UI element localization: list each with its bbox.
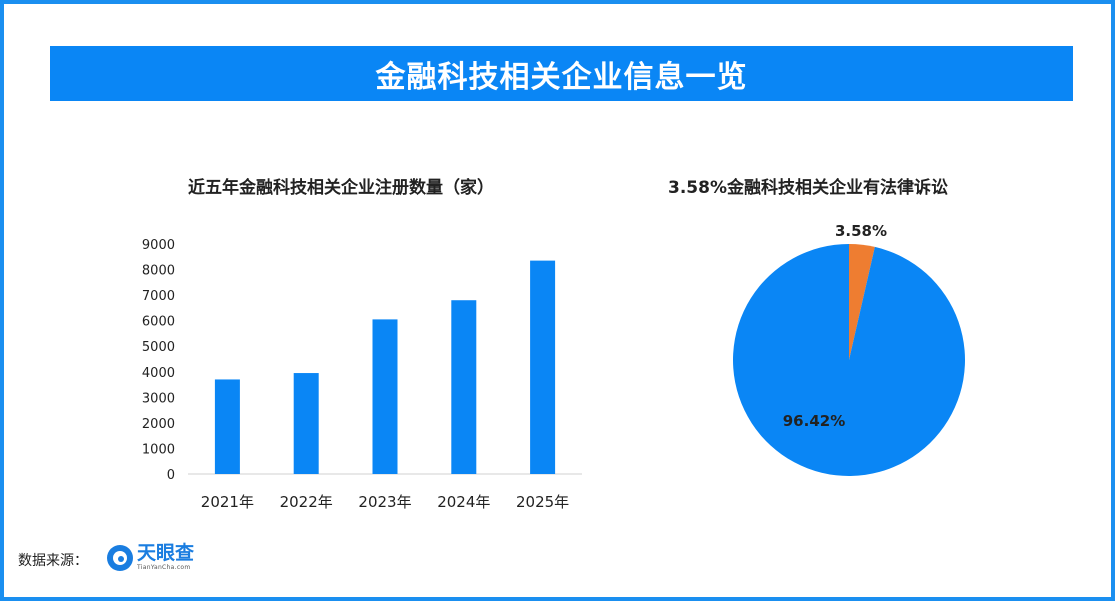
x-tick-label: 2023年 [358,493,411,511]
banner-title: 金融科技相关企业信息一览 [375,59,748,95]
x-tick-label: 2021年 [201,493,254,511]
y-tick-label: 1000 [142,442,175,457]
y-tick-label: 0 [167,468,175,483]
y-tick-label: 5000 [142,340,175,355]
y-tick-label: 4000 [142,366,175,381]
y-tick-label: 3000 [142,391,175,406]
tianyancha-logo: 天眼查 TianYanCha.com [107,544,194,571]
bar-2021年 [214,379,240,474]
pie-slice-3.58% [849,244,875,360]
pie-data-label: 96.42% [783,412,845,430]
title-banner: 金融科技相关企业信息一览 [50,46,1073,101]
x-tick-label: 2025年 [516,493,569,511]
bar-2025年 [530,260,556,474]
x-tick-label: 2022年 [280,493,333,511]
pie-chart: 3.58% 96.42% [732,222,965,476]
pie-slice-96.42% [732,243,965,476]
tianyancha-logo-icon [107,544,133,571]
y-tick-label: 7000 [142,289,175,304]
pie-chart-title: 3.58%金融科技相关企业有法律诉讼 [668,178,948,198]
bar-2024年 [451,300,477,474]
y-tick-label: 9000 [142,238,175,253]
bar-chart: 0 1000 2000 3000 4000 5000 6000 7000 8000 9000 202… [142,238,582,511]
x-tick-label: 2024年 [437,493,490,511]
logo-english-name: TianYanCha.com [137,564,191,571]
data-source-label: 数据来源： [18,553,88,569]
y-tick-label: 8000 [142,264,175,279]
bar-2023年 [372,319,398,474]
y-tick-label: 6000 [142,315,175,330]
bar-2022年 [293,373,319,474]
y-tick-label: 2000 [142,417,175,432]
bar-chart-title: 近五年金融科技相关企业注册数量（家） [188,178,494,198]
pie-data-label: 3.58% [835,222,887,240]
logo-chinese-name: 天眼查 [137,542,195,564]
